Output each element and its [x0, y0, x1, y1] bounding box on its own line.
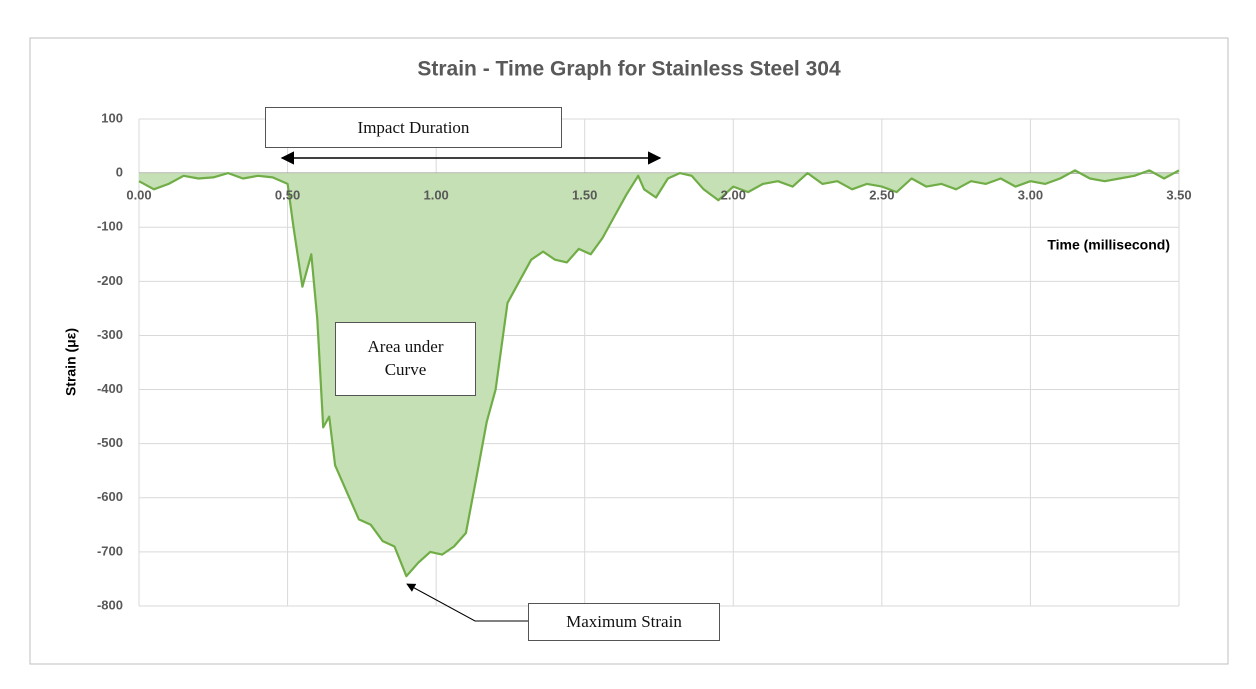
area-note: Area under Curve [335, 322, 476, 396]
max-strain-arrow [406, 583, 529, 622]
x-tick-label: 3.50 [1166, 188, 1191, 203]
max-strain-note: Maximum Strain [528, 603, 720, 641]
y-axis-label: Strain (με) [63, 328, 79, 396]
x-tick-label: 0.50 [275, 188, 300, 203]
x-axis-label: Time (millisecond) [1047, 237, 1170, 253]
line [138, 169, 1180, 578]
y-tick-label: -500 [97, 435, 123, 450]
chart-frame [29, 37, 1229, 665]
marks [138, 169, 1180, 578]
y-tick-label: -600 [97, 489, 123, 504]
x-tick-label: 2.00 [721, 188, 746, 203]
y-tick-label: 0 [116, 165, 123, 180]
tick-labels: -800 -700 -600 -500 -400 -300 -200 -100 0 100 0.00… [97, 110, 1192, 612]
x-tick-label: 2.50 [869, 188, 894, 203]
y-tick-label: -800 [97, 597, 123, 612]
y-tick-label: -700 [97, 543, 123, 558]
y-tick-label: 100 [101, 110, 123, 125]
x-tick-label: 3.00 [1018, 188, 1043, 203]
x-tick-label: 1.50 [572, 188, 597, 203]
y-tick-label: -100 [97, 219, 123, 234]
chart-title: Strain - Time Graph for Stainless Steel … [417, 58, 841, 81]
y-tick-label: -200 [97, 273, 123, 288]
impact-duration-note: Impact Duration [265, 107, 562, 148]
y-tick-label: -400 [97, 381, 123, 396]
area [139, 170, 1179, 577]
x-tick-label: 0.00 [126, 188, 151, 203]
x-tick-label: 1.00 [423, 188, 448, 203]
y-tick-label: -300 [97, 327, 123, 342]
